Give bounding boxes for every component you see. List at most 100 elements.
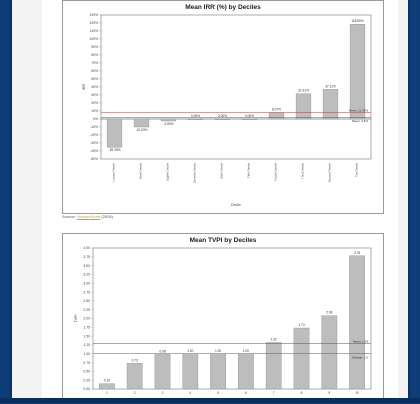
- irr-data-label: -2.50%: [163, 122, 173, 126]
- irr-bar: [295, 93, 312, 120]
- irr-y-tick-label: -20%: [90, 133, 98, 137]
- tvpi-data-label: 1.00: [187, 349, 193, 353]
- caption-link[interactable]: VentureXpert: [76, 214, 101, 219]
- irr-data-label: 31.61%: [298, 89, 309, 93]
- irr-bar: [187, 118, 204, 121]
- tvpi-chart-svg: Mean TVPI by Deciles 4.00 3.75 3.50 3.25 3.00…: [74, 237, 372, 395]
- tvpi-category-label: 4: [189, 391, 191, 395]
- tvpi-data-label: 0.15: [104, 379, 110, 383]
- tvpi-bar: [349, 255, 365, 390]
- irr-category-label: Eighth Decile: [166, 163, 170, 181]
- irr-bar: [106, 118, 123, 148]
- irr-data-label: 0.00%: [218, 114, 227, 118]
- tvpi-y-tick-label: 1.25: [83, 343, 90, 347]
- tvpi-y-tick-label: 1.00: [83, 352, 90, 356]
- tvpi-category-label: 9: [328, 391, 330, 395]
- irr-data-label: 37.11%: [325, 84, 336, 88]
- tvpi-bar: [99, 383, 115, 390]
- irr-data-label: 8.07%: [272, 108, 281, 112]
- irr-y-tick-label: 80%: [91, 53, 98, 57]
- irr-y-tick-label: 40%: [91, 85, 98, 89]
- irr-y-tick-label: 50%: [91, 77, 98, 81]
- irr-y-tick-label: 10%: [91, 109, 98, 113]
- tvpi-data-label: 3.78: [354, 251, 360, 255]
- tvpi-data-label: 1.00: [243, 349, 249, 353]
- irr-data-label: 0.00%: [245, 114, 254, 118]
- irr-title: Mean IRR (%) by Deciles: [185, 4, 261, 11]
- irr-y-tick-label: 120%: [89, 21, 98, 25]
- tvpi-bar: [154, 354, 171, 390]
- irr-data-label: -10.03%: [136, 128, 148, 132]
- irr-category-label: Seventh Decile: [193, 163, 197, 184]
- irr-category-label: Fourth Decile: [274, 163, 278, 181]
- irr-bar: [268, 112, 285, 120]
- bottom-bar: [0, 398, 420, 403]
- irr-y-tick-label: 20%: [91, 101, 98, 105]
- tvpi-y-tick-label: 0.00: [83, 387, 90, 391]
- irr-chart: Mean IRR (%) by Deciles 130% 120% 110% 100% 9…: [62, 0, 384, 214]
- tvpi-category-label: 7: [273, 391, 275, 395]
- irr-chart-svg: Mean IRR (%) by Deciles 130% 120% 110% 100% 9…: [82, 4, 372, 207]
- tvpi-y-axis-label: TVPI: [74, 315, 78, 323]
- irr-category-label: Sixth Decile: [220, 163, 224, 179]
- tvpi-title: Mean TVPI by Deciles: [190, 237, 257, 244]
- irr-reference-label: Mean: 3.5%: [352, 119, 368, 123]
- irr-bar: [322, 89, 339, 120]
- tvpi-data-label: 0.98: [159, 349, 165, 353]
- irr-y-tick-label: 130%: [89, 13, 98, 17]
- irr-x-axis-label: Decile: [231, 203, 241, 207]
- irr-category-label: Third Decile: [301, 163, 305, 179]
- irr-category-label: Second Decile: [328, 163, 332, 183]
- irr-data-label: 0.00%: [191, 114, 200, 118]
- tvpi-y-tick-label: 0.50: [83, 370, 90, 374]
- irr-bar: [160, 118, 177, 122]
- irr-y-tick-label: 30%: [91, 93, 98, 97]
- irr-bar: [214, 118, 231, 121]
- tvpi-y-tick-label: 2.50: [83, 299, 90, 303]
- tvpi-data-label: 0.73: [132, 358, 138, 362]
- source-caption: Source: VentureXpert (2004): [62, 214, 113, 219]
- irr-data-label: 118.55%: [351, 19, 364, 23]
- irr-plot-area: [100, 14, 372, 160]
- tvpi-y-tick-label: 0.75: [83, 361, 90, 365]
- irr-y-tick-label: -40%: [90, 149, 98, 153]
- irr-y-tick-label: 110%: [90, 29, 98, 33]
- irr-category-label: Top Decile: [355, 163, 359, 177]
- irr-reference-label: Mean: 11.36%: [349, 108, 368, 112]
- tvpi-category-label: 1: [106, 391, 108, 395]
- irr-y-tick-label: 100%: [89, 37, 98, 41]
- tvpi-bar: [265, 342, 282, 390]
- tvpi-bar: [126, 363, 143, 390]
- irr-y-tick-label: -30%: [90, 141, 98, 145]
- irr-y-tick-label: -50%: [90, 157, 98, 161]
- tvpi-data-label: 1.32: [271, 337, 277, 341]
- tvpi-y-tick-label: 1.75: [83, 326, 90, 330]
- tvpi-data-label: 1.00: [215, 349, 221, 353]
- tvpi-category-label: 8: [301, 391, 303, 395]
- tvpi-category-label: 2: [134, 391, 136, 395]
- irr-y-tick-label: 90%: [91, 45, 98, 49]
- irr-category-label: Lowest Decile: [112, 163, 116, 182]
- tvpi-y-tick-label: 2.25: [83, 308, 90, 312]
- irr-y-tick-label: 60%: [91, 69, 98, 73]
- tvpi-bar: [293, 327, 310, 390]
- tvpi-y-tick-label: 3.75: [83, 255, 90, 259]
- irr-data-label: -35.35%: [109, 148, 121, 152]
- tvpi-category-label: 10: [355, 391, 359, 395]
- tvpi-category-label: 5: [217, 391, 219, 395]
- tvpi-bar: [321, 315, 338, 390]
- tvpi-bar: [238, 353, 254, 390]
- tvpi-y-tick-label: 2.00: [83, 317, 90, 321]
- tvpi-chart: Mean TVPI by Deciles 4.00 3.75 3.50 3.25 3.00…: [62, 233, 384, 400]
- tvpi-y-tick-label: 2.75: [83, 290, 90, 294]
- irr-y-axis-label: IRR: [82, 84, 86, 91]
- tvpi-category-label: 3: [162, 391, 164, 395]
- irr-y-tick-label: -10%: [90, 125, 98, 129]
- tvpi-data-label: 2.08: [326, 311, 332, 315]
- caption-prefix: Source:: [62, 214, 76, 219]
- tvpi-bar: [210, 353, 226, 390]
- tvpi-y-tick-label: 0.25: [83, 378, 90, 382]
- tvpi-category-label: 6: [245, 391, 247, 395]
- tvpi-reference-label: Mean: 1.29: [353, 339, 368, 343]
- tvpi-y-tick-label: 3.25: [83, 273, 90, 277]
